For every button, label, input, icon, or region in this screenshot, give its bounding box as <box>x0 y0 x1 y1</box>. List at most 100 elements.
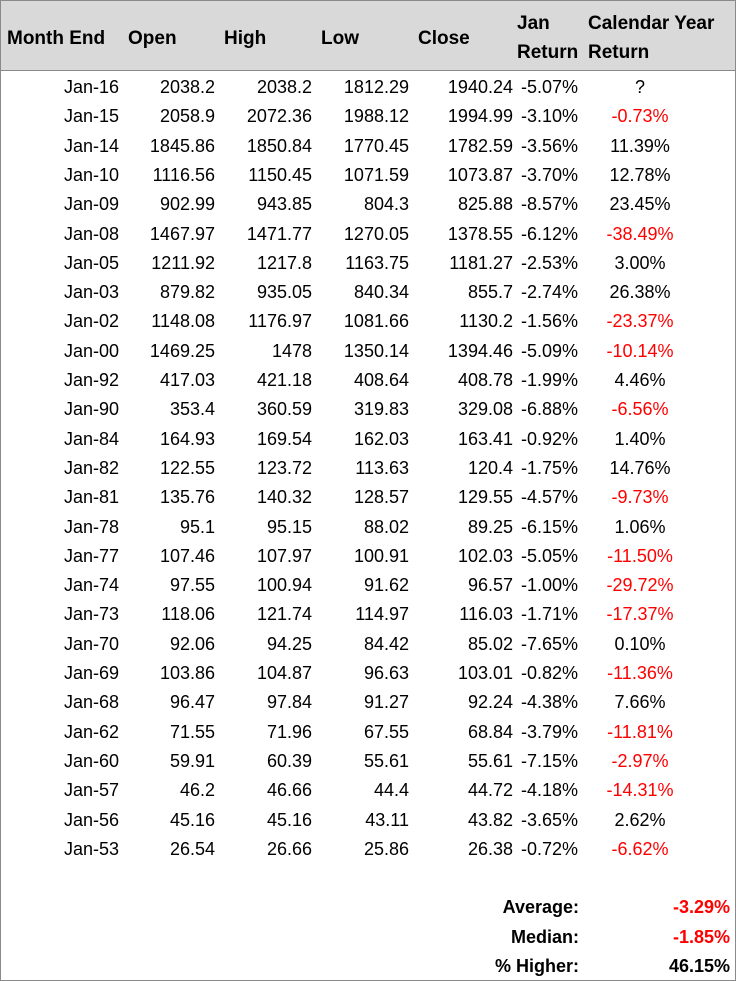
cell-calendar-year-return: -9.73% <box>611 487 669 508</box>
cell-month: Jan-92 <box>63 370 119 390</box>
table-row: Jan-69 103.86 104.87 96.63 103.01 -0.82% -11.3… <box>1 659 735 688</box>
cell-high: 45.16 <box>266 809 312 830</box>
table-row: Jan-00 1469.25 1478 1350.14 1394.46 -5.09% -10… <box>1 337 735 366</box>
header-open: Open <box>128 28 177 49</box>
cell-month: Jan-68 <box>63 692 119 713</box>
cell-low: 1270.05 <box>343 223 409 244</box>
cell-high: 421.18 <box>256 370 312 390</box>
cell-month: Jan-02 <box>63 311 119 332</box>
cell-high: 2072.36 <box>246 106 312 127</box>
cell-calendar-year-return: -14.31% <box>606 780 674 801</box>
cell-high: 360.59 <box>256 399 312 420</box>
cell-calendar-year-return: -0.73% <box>611 106 669 127</box>
cell-month: Jan-77 <box>63 545 119 566</box>
cell-low: 162.03 <box>353 428 409 449</box>
summary-percent-higher: % Higher: 46.15% <box>1 952 735 981</box>
cell-month: Jan-09 <box>63 194 119 215</box>
header-cal-return-line2: Return <box>588 42 650 63</box>
cell-jan-return: -3.65% <box>520 809 578 830</box>
cell-month: Jan-82 <box>63 457 119 478</box>
cell-close: 329.08 <box>457 399 513 420</box>
cell-jan-return: -0.72% <box>520 838 578 859</box>
cell-jan-return: -4.38% <box>520 692 578 713</box>
header-month-end: Month End <box>7 28 106 49</box>
cell-jan-return: -3.79% <box>520 721 578 742</box>
cell-month: Jan-90 <box>63 399 119 420</box>
table-row: Jan-08 1467.97 1471.77 1270.05 1378.55 -6.12%… <box>1 220 735 249</box>
cell-close: 1181.27 <box>449 252 513 273</box>
cell-month: Jan-73 <box>63 604 119 625</box>
table-row: Jan-53 26.54 26.66 25.86 26.38 -0.72% -6.62% <box>1 835 735 864</box>
cell-month: Jan-74 <box>63 575 119 596</box>
table-row: Jan-92 417.03 421.18 408.64 408.78 -1.99% 4.46… <box>1 366 735 395</box>
cell-jan-return: -3.70% <box>520 164 578 185</box>
cell-open: 96.47 <box>169 692 215 713</box>
cell-close: 1940.24 <box>447 77 513 97</box>
cell-high: 97.84 <box>266 692 312 713</box>
cell-high: 1217.8 <box>256 252 312 273</box>
cell-month: Jan-10 <box>63 164 119 185</box>
cell-calendar-year-return: -38.49% <box>606 223 674 244</box>
cell-high: 1850.84 <box>246 135 312 156</box>
cell-calendar-year-return: ? <box>634 77 645 97</box>
cell-open: 135.76 <box>159 487 215 508</box>
cell-low: 840.34 <box>353 282 409 303</box>
cell-low: 1081.66 <box>343 311 409 332</box>
cell-open: 26.54 <box>169 838 215 859</box>
table-row: Jan-84 164.93 169.54 162.03 163.41 -0.92% 1.40… <box>1 425 735 454</box>
cell-low: 91.27 <box>363 692 409 713</box>
cell-calendar-year-return: -11.81% <box>607 721 673 742</box>
cell-open: 97.55 <box>169 575 215 596</box>
cell-month: Jan-60 <box>63 750 119 771</box>
cell-close: 120.4 <box>467 457 513 478</box>
cell-calendar-year-return: 2.62% <box>614 809 666 830</box>
cell-low: 44.4 <box>373 780 409 801</box>
cell-calendar-year-return: 14.76% <box>609 457 671 478</box>
cell-high: 1478 <box>271 340 312 361</box>
cell-open: 2038.2 <box>159 77 215 97</box>
cell-close: 68.84 <box>467 721 513 742</box>
cell-jan-return: -8.57% <box>520 194 578 215</box>
cell-jan-return: -1.75% <box>520 457 578 478</box>
cell-close: 1782.59 <box>447 135 513 156</box>
cell-jan-return: -1.00% <box>520 575 578 596</box>
table-row: Jan-10 1116.56 1150.45 1071.59 1073.87 -3.70%… <box>1 161 735 190</box>
cell-close: 43.82 <box>467 809 513 830</box>
table-row: Jan-82 122.55 123.72 113.63 120.4 -1.75% 14.76… <box>1 454 735 483</box>
cell-low: 1071.59 <box>343 164 409 185</box>
cell-close: 85.02 <box>467 633 513 654</box>
cell-jan-return: -6.15% <box>520 516 578 537</box>
table-row: Jan-81 135.76 140.32 128.57 129.55 -4.57% -9.7… <box>1 483 735 512</box>
table-row: Jan-57 46.2 46.66 44.4 44.72 -4.18% -14.31% <box>1 776 735 805</box>
cell-open: 95.1 <box>179 516 215 537</box>
cell-close: 1394.46 <box>447 340 513 361</box>
cell-open: 1467.97 <box>149 223 215 244</box>
cell-calendar-year-return: 1.40% <box>614 428 666 449</box>
table-row: Jan-68 96.47 97.84 91.27 92.24 -4.38% 7.66% <box>1 688 735 717</box>
summary-average-label: Average: <box>502 897 579 917</box>
cell-month: Jan-08 <box>63 223 119 244</box>
cell-jan-return: -3.56% <box>520 135 578 156</box>
cell-low: 1988.12 <box>343 106 409 127</box>
cell-month: Jan-84 <box>63 428 119 449</box>
cell-jan-return: -5.07% <box>520 77 578 97</box>
cell-jan-return: -1.56% <box>520 311 578 332</box>
table-row: Jan-03 879.82 935.05 840.34 855.7 -2.74% 26.38… <box>1 278 735 307</box>
cell-high: 104.87 <box>256 663 312 683</box>
cell-jan-return: -7.15% <box>520 750 578 771</box>
table-row: Jan-90 353.4 360.59 319.83 329.08 -6.88% -6.56… <box>1 395 735 424</box>
cell-month: Jan-70 <box>63 633 119 654</box>
cell-high: 46.66 <box>266 780 312 801</box>
cell-open: 118.06 <box>161 604 215 625</box>
cell-calendar-year-return: -2.97% <box>611 750 669 771</box>
cell-calendar-year-return: -6.56% <box>611 399 669 420</box>
cell-month: Jan-03 <box>63 282 119 303</box>
cell-open: 46.2 <box>179 780 215 801</box>
summary-average: Average: -3.29% <box>1 893 735 922</box>
cell-calendar-year-return: 23.45% <box>609 194 671 215</box>
cell-close: 26.38 <box>467 838 513 859</box>
header-cal-return-line1: Calendar Year <box>588 13 715 34</box>
cell-calendar-year-return: 12.78% <box>609 164 671 185</box>
cell-open: 1211.92 <box>151 252 215 273</box>
summary-median: Median: -1.85% <box>1 923 735 952</box>
